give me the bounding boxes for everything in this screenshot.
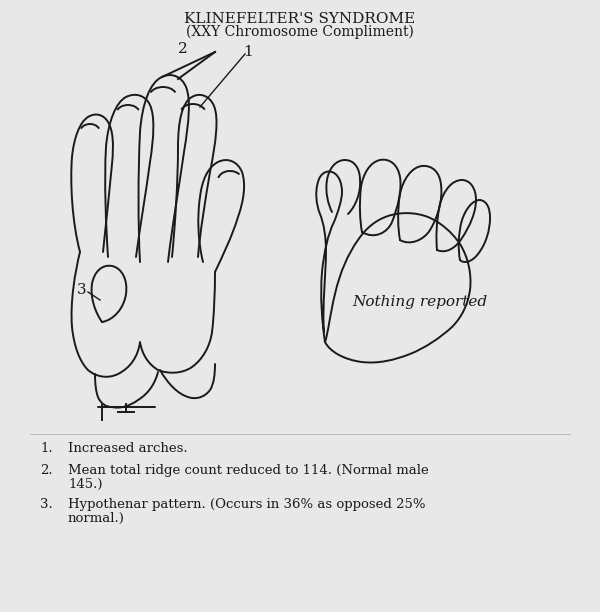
Text: 2.: 2.	[40, 464, 53, 477]
Text: 2: 2	[178, 42, 188, 56]
Text: Increased arches.: Increased arches.	[68, 442, 188, 455]
Text: (XXY Chromosome Compliment): (XXY Chromosome Compliment)	[186, 25, 414, 39]
Text: normal.): normal.)	[68, 512, 125, 525]
Text: 3.: 3.	[40, 498, 53, 511]
Text: KLINEFELTER'S SYNDROME: KLINEFELTER'S SYNDROME	[184, 12, 416, 26]
Text: Hypothenar pattern. (Occurs in 36% as opposed 25%: Hypothenar pattern. (Occurs in 36% as op…	[68, 498, 425, 511]
Text: 145.): 145.)	[68, 478, 103, 491]
Text: 1: 1	[243, 45, 253, 59]
Text: Nothing reported: Nothing reported	[352, 295, 488, 309]
Text: 1.: 1.	[40, 442, 53, 455]
Text: 3: 3	[77, 283, 87, 297]
Text: Mean total ridge count reduced to 114. (Normal male: Mean total ridge count reduced to 114. (…	[68, 464, 429, 477]
